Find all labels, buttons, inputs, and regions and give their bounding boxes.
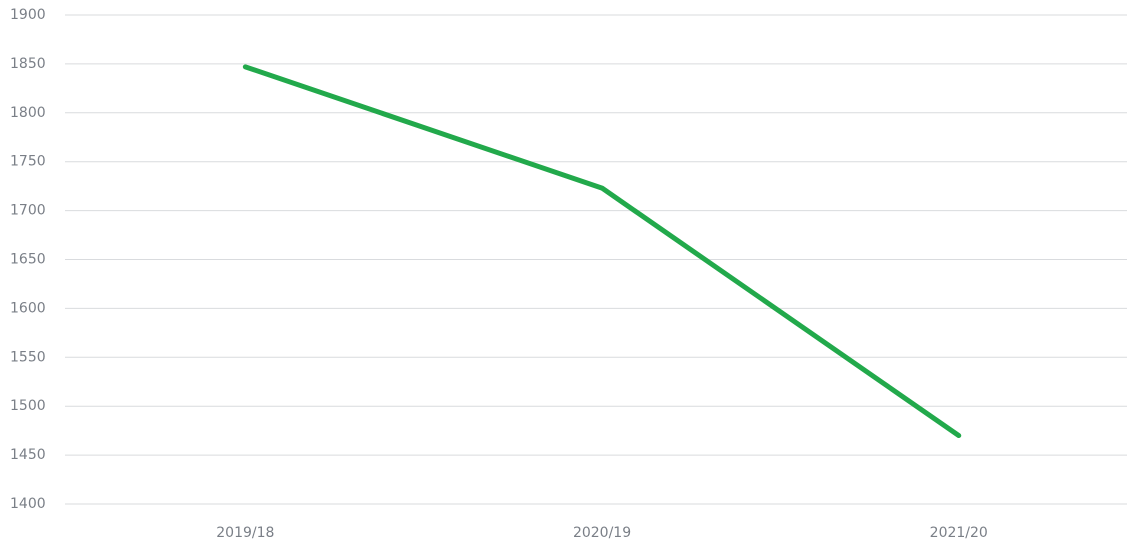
y-tick-label: 1700 [10, 203, 46, 219]
x-tick-label: 2021/20 [930, 525, 988, 541]
y-tick-label: 1600 [10, 300, 46, 316]
y-tick-label: 1850 [10, 56, 46, 72]
data-line [242, 64, 962, 439]
y-tick-label: 1450 [10, 447, 46, 463]
y-tick-label: 1500 [10, 398, 46, 414]
y-tick-label: 1550 [10, 349, 46, 365]
y-tick-label: 1800 [10, 105, 46, 121]
x-tick-label: 2020/19 [573, 525, 631, 541]
y-tick-label: 1650 [10, 252, 46, 268]
y-tick-label: 1900 [10, 7, 46, 23]
y-tick-label: 1400 [10, 496, 46, 512]
y-tick-label: 1750 [10, 154, 46, 170]
x-tick-label: 2019/18 [216, 525, 274, 541]
